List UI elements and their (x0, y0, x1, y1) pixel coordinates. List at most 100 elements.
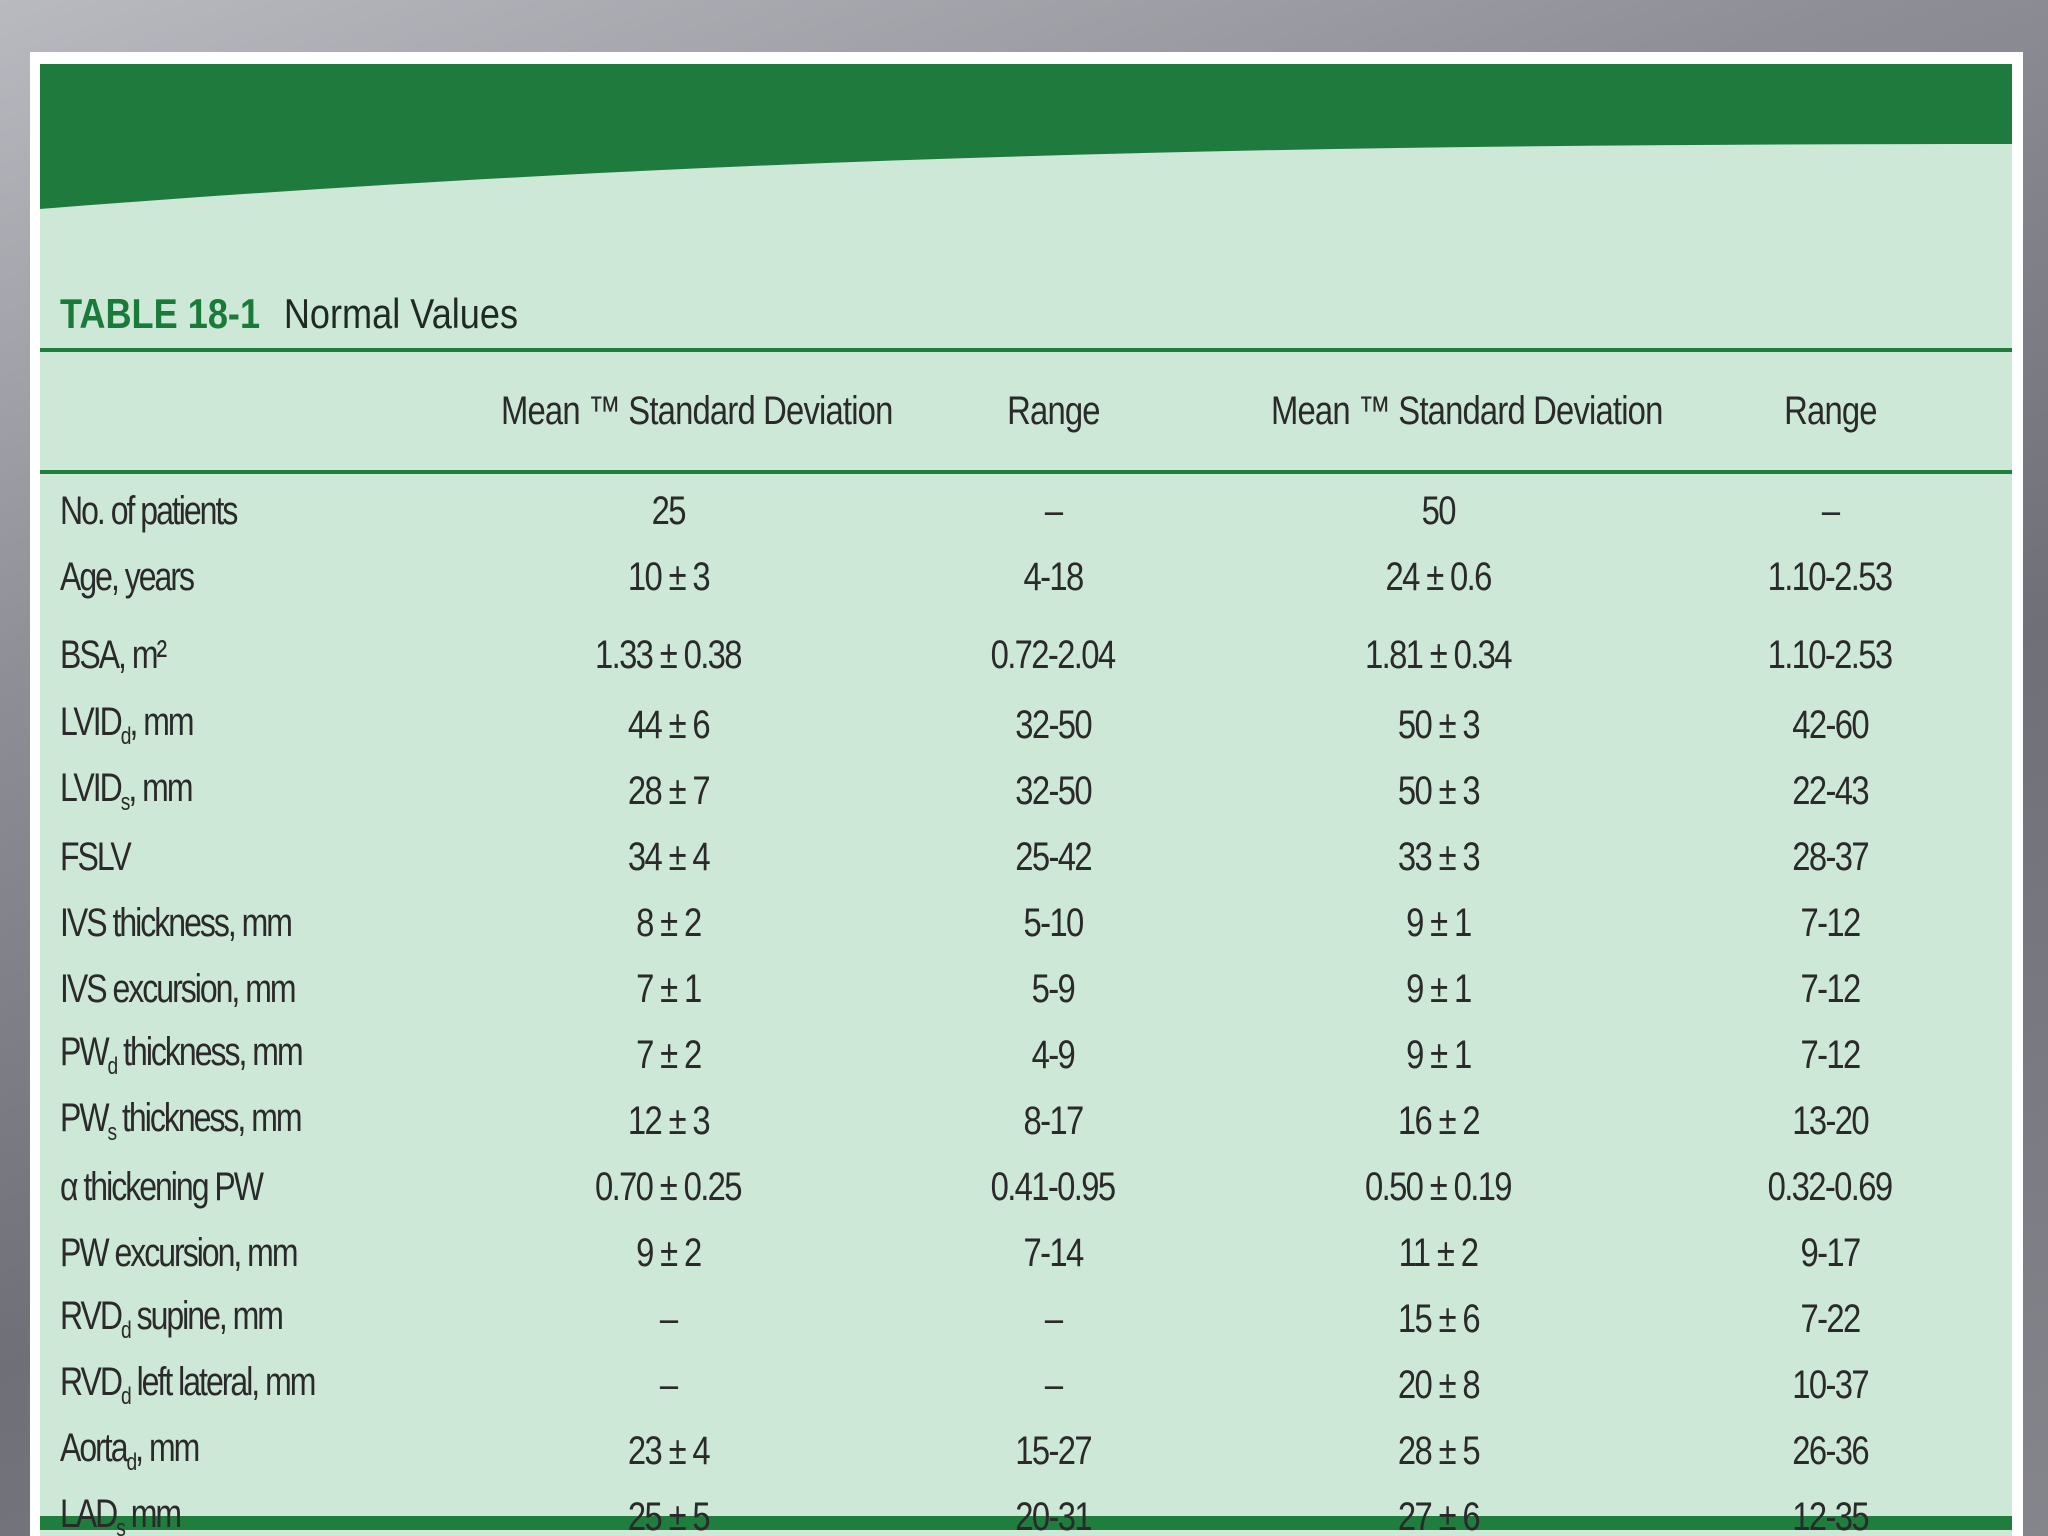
mean-sd-cell-2: 9 ± 1 (1405, 900, 1472, 945)
column-header-range-1: Range (1006, 388, 1100, 433)
mean-sd-cell-2: 1.81 ± 0.34 (1365, 632, 1513, 677)
range-cell-1: 4-9 (1031, 1032, 1076, 1077)
range-cell-1: 4-18 (1023, 554, 1084, 599)
range-cell-2: 7-12 (1800, 1032, 1861, 1077)
row-label: IVS thickness, mm (60, 900, 293, 945)
mean-sd-cell-2: 0.50 ± 0.19 (1365, 1164, 1513, 1209)
row-label: Aortad, mm (60, 1425, 200, 1476)
mean-sd-cell-2: 24 ± 0.6 (1385, 554, 1492, 599)
mean-sd-cell-1: 10 ± 3 (627, 554, 710, 599)
table-row: RVDd supine, mm – – 15 ± 6 7-22 (40, 1286, 2012, 1352)
range-cell-1: 32-50 (1015, 768, 1092, 813)
mean-sd-cell-2: 27 ± 6 (1397, 1494, 1480, 1536)
row-label: FSLV (60, 834, 132, 879)
mean-sd-cell-2: 11 ± 2 (1398, 1230, 1479, 1275)
range-cell-1: 7-14 (1023, 1230, 1084, 1275)
row-label: LVIDd, mm (60, 699, 195, 750)
row-label: BSA, m² (60, 632, 167, 677)
range-cell-1: 8-17 (1023, 1098, 1084, 1143)
table-row: α thickening PW 0.70 ± 0.25 0.41-0.95 0.50 … (40, 1154, 2012, 1220)
table-number: TABLE 18-1 (60, 290, 261, 337)
row-label: IVS excursion, mm (60, 966, 297, 1011)
row-label: LADs mm (60, 1491, 182, 1536)
range-cell-2: – (1821, 488, 1840, 533)
range-cell-1: – (1044, 1362, 1063, 1407)
table-row: BSA, m² 1.33 ± 0.38 0.72-2.04 1.81 ± 0.34 1.… (40, 610, 2012, 692)
range-cell-2: 10-37 (1792, 1362, 1869, 1407)
header-bottom-rule (40, 470, 2012, 474)
range-cell-1: 32-50 (1015, 702, 1092, 747)
row-label: RVDd left lateral, mm (60, 1359, 316, 1410)
table-row: RVDd left lateral, mm – – 20 ± 8 10-37 (40, 1352, 2012, 1418)
normal-values-table: Mean ™ Standard Deviation Range Mean ™ S… (40, 352, 2012, 1536)
range-cell-2: 7-12 (1800, 966, 1861, 1011)
mean-sd-cell-1: 34 ± 4 (627, 834, 710, 879)
mean-sd-cell-2: 15 ± 6 (1397, 1296, 1480, 1341)
range-cell-2: 12-35 (1792, 1494, 1869, 1536)
range-cell-2: 1.10-2.53 (1768, 632, 1893, 677)
range-cell-2: 28-37 (1792, 834, 1869, 879)
mean-sd-cell-1: 9 ± 2 (635, 1230, 702, 1275)
range-cell-2: 13-20 (1792, 1098, 1869, 1143)
mean-sd-cell-2: 33 ± 3 (1397, 834, 1480, 879)
row-label: Age, years (60, 554, 195, 599)
range-cell-1: 15-27 (1015, 1428, 1092, 1473)
mean-sd-cell-1: 1.33 ± 0.38 (595, 632, 743, 677)
mean-sd-cell-1: 25 (651, 488, 686, 533)
mean-sd-cell-2: 16 ± 2 (1397, 1098, 1480, 1143)
table-row: PWd thickness, mm 7 ± 2 4-9 9 ± 1 7-12 (40, 1022, 2012, 1088)
mean-sd-cell-1: 23 ± 4 (627, 1428, 710, 1473)
range-cell-2: 22-43 (1792, 768, 1869, 813)
table-caption: TABLE 18-1 Normal Values (60, 284, 518, 344)
row-label: LVIDs, mm (60, 765, 193, 816)
row-label: α thickening PW (60, 1164, 264, 1209)
table-row: LVIDs, mm 28 ± 7 32-50 50 ± 3 22-43 (40, 758, 2012, 824)
mean-sd-cell-1: – (659, 1296, 678, 1341)
row-label: PWs thickness, mm (60, 1095, 303, 1146)
mean-sd-cell-1: 8 ± 2 (635, 900, 702, 945)
mean-sd-cell-1: 12 ± 3 (627, 1098, 710, 1143)
range-cell-1: 25-42 (1015, 834, 1092, 879)
range-cell-1: 0.72-2.04 (991, 632, 1116, 677)
table-row: FSLV 34 ± 4 25-42 33 ± 3 28-37 (40, 824, 2012, 890)
table-row: LVIDd, mm 44 ± 6 32-50 50 ± 3 42-60 (40, 692, 2012, 758)
mean-sd-cell-2: 20 ± 8 (1397, 1362, 1480, 1407)
column-header-label (40, 352, 458, 470)
table-row: No. of patients 25 – 50 – (40, 470, 2012, 544)
range-cell-1: – (1044, 1296, 1063, 1341)
table-row: Age, years 10 ± 3 4-18 24 ± 0.6 1.10-2.53 (40, 544, 2012, 610)
row-label: PWd thickness, mm (60, 1029, 304, 1080)
range-cell-1: 5-9 (1031, 966, 1076, 1011)
mean-sd-cell-2: 9 ± 1 (1405, 1032, 1472, 1077)
table-bottom-rule (40, 1516, 2012, 1530)
range-cell-2: 1.10-2.53 (1768, 554, 1893, 599)
range-cell-2: 9-17 (1800, 1230, 1861, 1275)
mean-sd-cell-2: 50 ± 3 (1397, 702, 1480, 747)
range-cell-2: 7-12 (1800, 900, 1861, 945)
mean-sd-cell-1: 7 ± 2 (635, 1032, 702, 1077)
column-header-range-2: Range (1783, 388, 1877, 433)
header-row: Mean ™ Standard Deviation Range Mean ™ S… (40, 352, 2012, 470)
mean-sd-cell-1: 44 ± 6 (627, 702, 710, 747)
green-banner (40, 64, 2012, 209)
table-row: Aortad, mm 23 ± 4 15-27 28 ± 5 26-36 (40, 1418, 2012, 1484)
range-cell-1: – (1044, 488, 1063, 533)
mean-sd-cell-2: 28 ± 5 (1397, 1428, 1480, 1473)
range-cell-2: 42-60 (1792, 702, 1869, 747)
row-label: No. of patients (60, 488, 238, 533)
row-label: RVDd supine, mm (60, 1293, 284, 1344)
table-row: IVS excursion, mm 7 ± 1 5-9 9 ± 1 7-12 (40, 956, 2012, 1022)
table-row: IVS thickness, mm 8 ± 2 5-10 9 ± 1 7-12 (40, 890, 2012, 956)
range-cell-2: 26-36 (1792, 1428, 1869, 1473)
range-cell-2: 7-22 (1800, 1296, 1861, 1341)
header-top-rule (40, 348, 2012, 352)
table-panel: TABLE 18-1 Normal Values Mean ™ Standard… (40, 64, 2012, 1536)
range-cell-1: 0.41-0.95 (991, 1164, 1116, 1209)
range-cell-2: 0.32-0.69 (1768, 1164, 1893, 1209)
mean-sd-cell-1: 7 ± 1 (635, 966, 702, 1011)
table-title: Normal Values (283, 290, 519, 337)
column-header-mean-sd-2: Mean ™ Standard Deviation (1270, 388, 1663, 433)
row-label: PW excursion, mm (60, 1230, 298, 1275)
mean-sd-cell-1: 25 ± 5 (627, 1494, 710, 1536)
table-row: PWs thickness, mm 12 ± 3 8-17 16 ± 2 13-20 (40, 1088, 2012, 1154)
